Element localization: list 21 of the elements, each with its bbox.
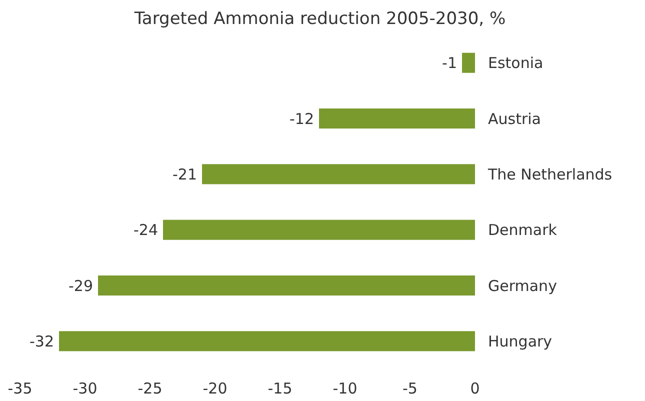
y-tick-label: Estonia [488, 54, 544, 72]
x-tick-label: -5 [402, 380, 418, 398]
x-tick-label: -30 [72, 380, 98, 398]
data-label: -21 [172, 165, 197, 184]
data-label: -1 [442, 54, 457, 72]
x-tick-label: -25 [138, 380, 162, 398]
y-tick-label: Hungary [488, 332, 552, 350]
x-tick-label: 0 [470, 380, 480, 398]
x-tick-label: -35 [8, 380, 32, 398]
x-tick-label: -20 [202, 380, 228, 398]
y-tick-label: The Netherlands [487, 165, 612, 184]
data-label: -12 [290, 110, 314, 128]
x-tick-label: -15 [268, 380, 292, 398]
y-tick-label: Germany [488, 276, 558, 295]
chart-title: Targeted Ammonia reduction 2005-2030, % [133, 9, 506, 29]
data-label: -24 [134, 221, 158, 240]
y-tick-label: Denmark [488, 221, 558, 240]
y-tick-label: Austria [488, 110, 541, 128]
x-tick-label: -10 [332, 380, 358, 398]
data-label: -32 [30, 332, 54, 350]
data-label: -29 [68, 276, 93, 295]
